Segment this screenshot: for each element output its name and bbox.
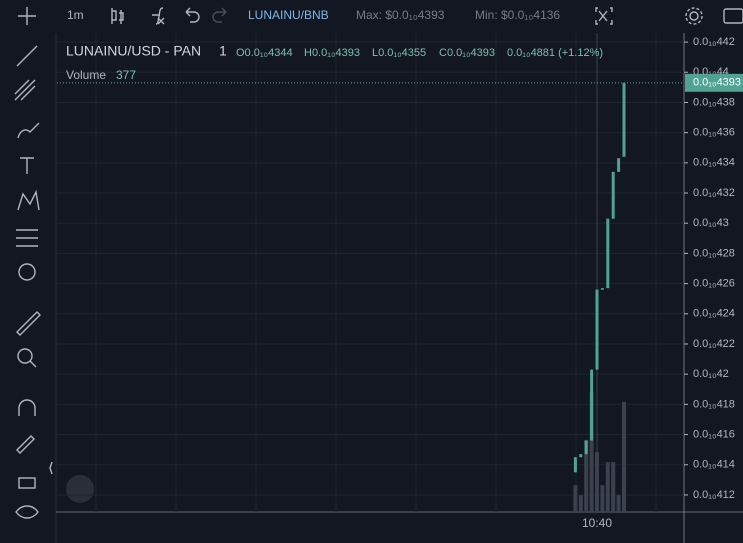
candle-body	[584, 440, 588, 455]
min-price: Min: $0.0₁₀4136	[475, 8, 560, 22]
volume-bar	[573, 485, 578, 512]
legend-open: O0.0₁₀4344	[236, 47, 293, 59]
fullscreen-icon[interactable]	[595, 7, 613, 25]
symbol[interactable]: LUNAINU/BNB	[248, 8, 329, 22]
redo-icon[interactable]	[212, 7, 227, 23]
y-tick-label: 0.0₁₀442	[693, 36, 735, 48]
top-toolbar: 1m LUNAINU/BNB Max: $0.0₁₀4393 Min: $0.0…	[18, 7, 743, 25]
collapse-arrow[interactable]	[49, 461, 53, 475]
settings-icon[interactable]	[689, 11, 699, 21]
trendline-tool[interactable]	[16, 45, 38, 67]
plot: 0.0₁₀4420.0₁₀440.0₁₀4380.0₁₀4360.0₁₀4340…	[57, 33, 743, 530]
candle-body	[606, 218, 610, 289]
candle-body	[622, 82, 626, 157]
y-tick-label: 0.0₁₀424	[693, 308, 735, 320]
volume-bar	[605, 462, 610, 512]
legend-close: C0.0₁₀4393	[439, 47, 495, 59]
emoji-tool[interactable]	[18, 263, 36, 281]
visibility-tool[interactable]	[15, 505, 39, 519]
volume-bar	[578, 495, 583, 512]
magnet-tool[interactable]	[18, 399, 36, 416]
undo-icon[interactable]	[185, 7, 200, 23]
y-tick-label: 0.0₁₀438	[693, 96, 735, 108]
crosshair-icon[interactable]	[18, 7, 36, 25]
logo	[66, 475, 94, 503]
fx-icon[interactable]	[152, 7, 165, 25]
volume-bar	[600, 485, 605, 512]
left-toolbar	[14, 45, 94, 519]
legend-interval: 1	[219, 43, 227, 59]
volume-bar	[584, 439, 589, 512]
y-tick-label: 0.0₁₀432	[693, 187, 735, 199]
y-tick-label: 0.0₁₀412	[693, 489, 735, 501]
y-tick-label: 0.0₁₀416	[693, 428, 735, 440]
max-price: Max: $0.0₁₀4393	[356, 8, 445, 22]
legend-high: H0.0₁₀4393	[304, 47, 360, 59]
volume-value: 377	[116, 68, 136, 82]
y-tick-label: 0.0₁₀414	[693, 459, 735, 471]
candle-icon[interactable]	[111, 8, 124, 24]
lock-tool[interactable]	[18, 477, 36, 489]
y-tick-label: 0.0₁₀43	[693, 217, 729, 229]
y-tick-label: 0.0₁₀428	[693, 247, 735, 259]
volume-bar	[616, 495, 621, 512]
candle-body	[611, 171, 615, 219]
volume-label: Volume	[66, 68, 106, 82]
ruler-tool[interactable]	[16, 311, 41, 336]
candle-body	[595, 289, 599, 370]
brush-tool[interactable]	[17, 122, 40, 139]
y-tick-label: 0.0₁₀418	[693, 398, 735, 410]
last-price-label: 0.0₁₀4393	[693, 77, 741, 89]
y-tick-label: 0.0₁₀434	[693, 157, 735, 169]
last-price-box	[685, 73, 743, 92]
y-tick-label: 0.0₁₀422	[693, 338, 735, 350]
pattern-tool[interactable]	[17, 189, 40, 211]
prediction-tool[interactable]	[16, 229, 38, 247]
zoom-tool[interactable]	[17, 348, 33, 364]
interval-button[interactable]: 1m	[67, 8, 84, 22]
legend-change: 0.0₁₀4881 (+1.12%)	[507, 47, 603, 59]
legend-title: LUNAINU/USD - PAN	[66, 43, 201, 59]
fib-tool[interactable]	[14, 79, 36, 101]
legend-low: L0.0₁₀4355	[372, 47, 426, 59]
x-tick-label: 10:40	[582, 516, 612, 530]
candle-body	[590, 369, 594, 441]
text-tool[interactable]	[20, 157, 34, 174]
y-tick-label: 0.0₁₀42	[693, 368, 729, 380]
candle-body	[579, 454, 583, 458]
volume-bar	[611, 462, 616, 512]
candle-body	[617, 158, 621, 172]
camera-icon[interactable]	[723, 8, 743, 24]
y-tick-label: 0.0₁₀426	[693, 278, 735, 290]
lock-drawing-tool[interactable]	[16, 435, 35, 454]
candle-body	[573, 457, 577, 473]
volume-bar	[622, 401, 626, 512]
settings-ring	[685, 7, 703, 25]
volume-bar	[589, 392, 594, 512]
y-tick-label: 0.0₁₀436	[693, 127, 735, 139]
candle-body	[600, 288, 604, 290]
zoom-handle	[29, 360, 37, 368]
volume-bar	[595, 452, 599, 512]
